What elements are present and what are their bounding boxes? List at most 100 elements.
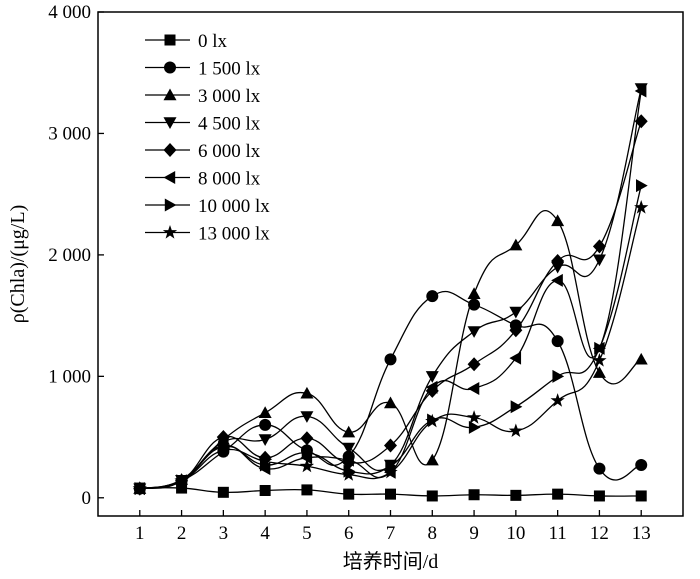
- data-point: [551, 335, 564, 348]
- data-point: [592, 239, 606, 254]
- data-point: [384, 353, 397, 366]
- x-tick-label: 2: [177, 523, 187, 544]
- data-point: [385, 488, 396, 500]
- legend-item: 4 500 lx: [145, 114, 261, 135]
- data-point: [384, 438, 397, 453]
- data-point: [301, 484, 313, 496]
- legend-marker: [163, 88, 177, 101]
- legend-item: 3 000 lx: [145, 86, 261, 107]
- series-line: [139, 88, 642, 490]
- legend-marker: [164, 34, 176, 46]
- data-point: [551, 253, 565, 268]
- data-point: [551, 273, 563, 287]
- x-tick-label: 1: [135, 523, 145, 544]
- data-point: [634, 200, 649, 214]
- data-point: [508, 423, 523, 438]
- legend-item: 8 000 lx: [145, 169, 261, 190]
- y-tick-label: 0: [82, 488, 92, 509]
- data-point: [467, 287, 481, 299]
- data-point: [467, 381, 480, 395]
- data-point: [468, 489, 480, 501]
- data-point: [592, 254, 606, 267]
- x-tick-label: 3: [219, 523, 229, 544]
- legend-item: 0 lx: [145, 31, 228, 52]
- data-point: [425, 453, 439, 466]
- series-2: [133, 210, 648, 494]
- data-point: [592, 353, 607, 367]
- data-point: [426, 290, 439, 303]
- legend-label: 8 000 lx: [198, 169, 261, 190]
- data-point: [300, 411, 314, 423]
- data-point: [383, 464, 398, 479]
- data-point: [593, 462, 606, 475]
- y-tick-label: 3 000: [48, 123, 91, 144]
- legend-label: 4 500 lx: [198, 114, 261, 135]
- legend-label: 3 000 lx: [198, 86, 261, 107]
- legend-marker: [163, 143, 177, 157]
- data-point: [425, 371, 439, 383]
- data-point: [593, 490, 605, 502]
- data-point: [217, 486, 229, 498]
- series-line: [139, 290, 642, 490]
- legend-label: 6 000 lx: [198, 141, 261, 162]
- x-tick-label: 7: [386, 523, 396, 544]
- data-point: [509, 306, 523, 319]
- y-tick-label: 4 000: [48, 2, 91, 23]
- data-point: [635, 458, 648, 471]
- x-tick-label: 9: [469, 523, 479, 544]
- data-point: [300, 386, 314, 399]
- data-point: [592, 366, 606, 378]
- data-point: [176, 482, 188, 494]
- x-tick-label: 6: [344, 523, 354, 544]
- data-point: [258, 434, 272, 446]
- data-point: [342, 442, 356, 455]
- data-point: [634, 352, 648, 365]
- data-point: [552, 369, 565, 383]
- data-point: [342, 453, 354, 467]
- x-tick-label: 11: [548, 523, 566, 544]
- data-point: [425, 380, 438, 394]
- series-layer: [132, 83, 649, 502]
- data-point: [341, 467, 356, 481]
- data-point: [510, 400, 523, 414]
- legend-item: 10 000 lx: [145, 196, 270, 217]
- data-point: [467, 326, 481, 338]
- data-point: [509, 351, 522, 365]
- series-0: [134, 482, 647, 502]
- y-axis-title: ρ(Chla)/(μg/L): [7, 205, 29, 323]
- data-point: [552, 488, 564, 500]
- data-point: [301, 446, 314, 460]
- data-point: [509, 323, 523, 338]
- data-point: [466, 410, 482, 424]
- data-point: [385, 459, 397, 473]
- data-point: [259, 484, 271, 496]
- data-point: [636, 179, 648, 193]
- data-point: [551, 214, 565, 227]
- data-point: [216, 442, 231, 457]
- x-tick-label: 12: [590, 523, 609, 544]
- x-tick-label: 5: [302, 523, 312, 544]
- y-tick-label: 1 000: [48, 366, 91, 387]
- x-tick-label: 8: [428, 523, 438, 544]
- legend-label: 1 500 lx: [198, 59, 261, 80]
- y-tick-label: 2 000: [48, 245, 91, 266]
- data-point: [634, 84, 647, 98]
- legend: 0 lx 1 500 lx 3 000 lx 4 500 lx 6 000 lx 8 00…: [145, 31, 270, 245]
- data-point: [594, 341, 606, 355]
- x-tick-label: 13: [632, 523, 651, 544]
- data-point: [635, 490, 647, 502]
- x-tick-label: 10: [506, 523, 525, 544]
- legend-item: 1 500 lx: [145, 59, 261, 80]
- legend-marker: [162, 225, 178, 239]
- legend-marker: [164, 198, 177, 212]
- legend-label: 10 000 lx: [198, 196, 270, 217]
- data-point: [510, 489, 522, 501]
- legend-marker: [163, 171, 176, 184]
- data-point: [342, 425, 356, 438]
- data-point: [174, 473, 189, 487]
- legend-label: 13 000 lx: [198, 224, 270, 245]
- data-point: [258, 406, 272, 418]
- legend-label: 0 lx: [198, 31, 228, 52]
- legend-item: 6 000 lx: [145, 141, 261, 162]
